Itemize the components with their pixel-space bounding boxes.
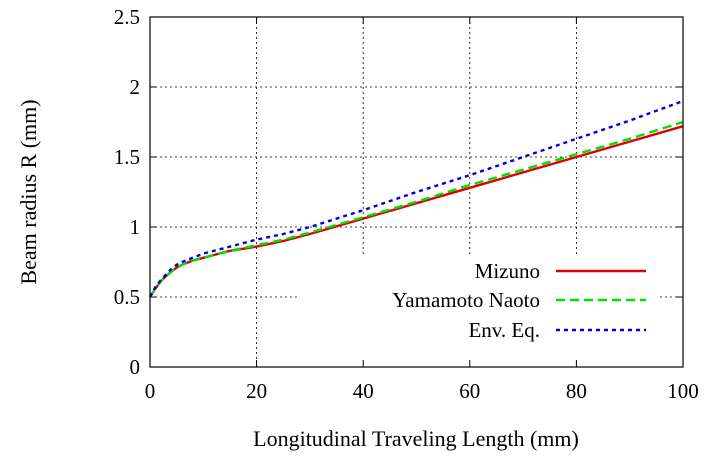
legend-label: Yamamoto Naoto [392, 288, 540, 312]
axis-ticks [149, 16, 684, 368]
y-axis-label: Beam radius R (mm) [16, 99, 41, 284]
y-tick-label: 0 [130, 355, 141, 379]
series-line-2 [148, 99, 684, 298]
legend-label: Env. Eq. [468, 318, 540, 342]
x-axis-label: Longitudinal Traveling Length (mm) [253, 426, 579, 451]
plot-frame [149, 16, 684, 368]
series-layer [148, 99, 684, 298]
x-tick-label: 20 [246, 379, 267, 403]
x-tick-label: 0 [145, 379, 156, 403]
legend: Mizuno Yamamoto Naoto Env. Eq. [392, 259, 646, 342]
tick-labels: 0 20 40 60 80 100 0 0.5 1 1.5 2 2.5 [114, 5, 699, 403]
legend-label: Mizuno [475, 259, 540, 283]
x-tick-label: 60 [459, 379, 480, 403]
y-tick-label: 1 [130, 215, 141, 239]
legend-background [300, 256, 660, 366]
y-tick-label: 2 [130, 75, 141, 99]
y-tick-label: 0.5 [114, 285, 140, 309]
x-tick-label: 100 [667, 379, 699, 403]
y-tick-label: 1.5 [114, 145, 140, 169]
x-tick-label: 40 [353, 379, 374, 403]
x-tick-label: 80 [566, 379, 587, 403]
y-tick-label: 2.5 [114, 5, 140, 29]
